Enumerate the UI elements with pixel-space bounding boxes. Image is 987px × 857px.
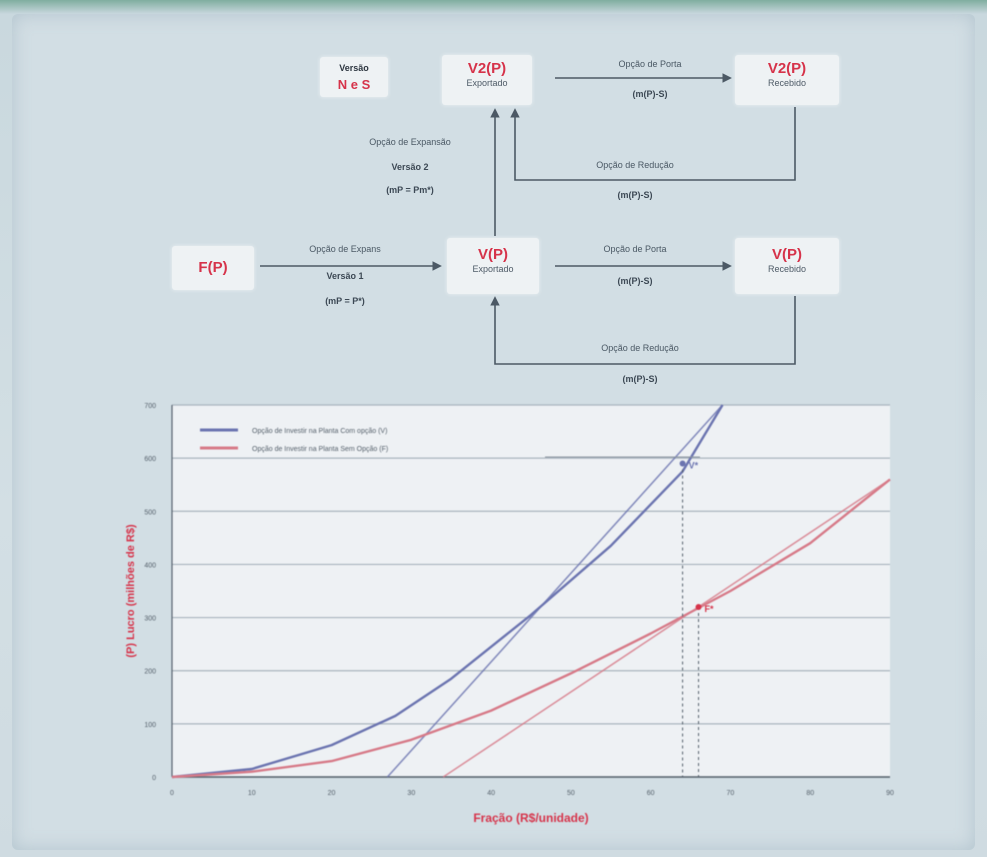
x-tick-label: 80 (806, 790, 814, 797)
y-tick-label: 300 (144, 616, 156, 623)
y-tick-label: 100 (144, 722, 156, 729)
node-mid-right-sub: Recebido (767, 264, 807, 274)
x-ticks: 0 10 20 30 40 50 60 70 80 90 (170, 790, 894, 797)
edge-up-link-formula: (mP = Pm*) (386, 185, 434, 195)
node-mid-right-main: V(P) (772, 246, 802, 263)
node-top-left-sub: Exportado (466, 78, 508, 88)
x-tick-label: 90 (886, 790, 894, 797)
marker-label-1: F* (705, 604, 714, 614)
asymptotes (386, 404, 891, 778)
marker-point-0 (679, 460, 686, 467)
marker-label-0: V* (689, 460, 699, 470)
node-mid-left-sub: Exportado (472, 264, 514, 274)
node-top-left: V2(P) Exportado (442, 55, 532, 105)
markers: V* F* (679, 460, 714, 777)
edge-mid-return-formula: (m(P)-S) (622, 374, 658, 384)
edge-top-forward-label: Opção de Porta (618, 59, 682, 69)
version-box: Versão N e S (320, 57, 388, 97)
x-tick-label: 20 (328, 790, 336, 797)
x-tick-label: 70 (727, 790, 735, 797)
edge-source-link-label: Opção de Expans (309, 244, 381, 254)
x-tick-label: 50 (567, 790, 575, 797)
node-source-main: F(P) (198, 259, 228, 276)
asymptote-line-1 (442, 478, 891, 778)
y-ticks: 0 100 200 300 400 500 600 700 (144, 403, 156, 782)
node-mid-right: V(P) Recebido (735, 238, 839, 294)
series-line-0 (171, 404, 724, 779)
node-top-right: V2(P) Recebido (735, 55, 839, 105)
node-source: F(P) (172, 246, 254, 290)
series-line-1 (171, 478, 891, 779)
edge-mid-return-label: Opção de Redução (601, 343, 679, 353)
arrow-mid-return (490, 296, 796, 365)
version-value: N e S (337, 77, 371, 92)
x-tick-label: 60 (647, 790, 655, 797)
edge-source-link-version: Versão 1 (326, 271, 364, 281)
legend-label-1: Opção de Investir na Planta Sem Opção (F… (252, 446, 388, 453)
node-top-right-main: V2(P) (767, 60, 807, 77)
x-tick-label: 30 (407, 790, 415, 797)
marker-point-1 (695, 603, 702, 610)
x-axis-label: Fração (R$/unidade) (473, 811, 588, 825)
node-mid-left: V(P) Exportado (447, 238, 539, 294)
series-lines (171, 404, 891, 779)
legend-label-0: Opção de Investir na Planta Com opção (V… (252, 428, 387, 435)
edge-top-return-formula: (m(P)-S) (617, 190, 653, 200)
chart: 0 100 200 300 400 500 600 700 0 10 20 30 40 50 60 70 80… (125, 403, 894, 825)
x-tick-label: 0 (170, 790, 174, 797)
edge-mid-forward-formula: (m(P)-S) (617, 276, 653, 286)
y-tick-label: 0 (152, 775, 156, 782)
node-top-right-sub: Recebido (767, 78, 807, 88)
y-tick-label: 600 (144, 456, 156, 463)
diagram-connectors (260, 73, 796, 365)
edge-up-link-version: Versão 2 (391, 162, 429, 172)
node-mid-left-main: V(P) (478, 246, 508, 263)
edge-mid-forward-label: Opção de Porta (603, 244, 667, 254)
y-axis-label: (P) Lucro (milhões de R$) (125, 524, 137, 658)
x-tick-label: 10 (248, 790, 256, 797)
y-tick-label: 700 (144, 403, 156, 410)
legend: Opção de Investir na Planta Com opção (V… (200, 428, 700, 458)
edge-top-return-label: Opção de Redução (596, 160, 674, 170)
edge-source-link-formula: (mP = P*) (325, 296, 365, 306)
asymptote-line-0 (386, 404, 724, 778)
arrow-top-return (510, 107, 796, 181)
plot-area (172, 405, 890, 777)
version-title: Versão (339, 63, 369, 73)
y-tick-label: 400 (144, 562, 156, 569)
y-tick-label: 200 (144, 669, 156, 676)
node-top-left-main: V2(P) (467, 60, 507, 77)
edge-top-forward-formula: (m(P)-S) (632, 89, 668, 99)
edge-up-link-label: Opção de Expansão (369, 137, 451, 147)
x-tick-label: 40 (487, 790, 495, 797)
y-tick-label: 500 (144, 509, 156, 516)
